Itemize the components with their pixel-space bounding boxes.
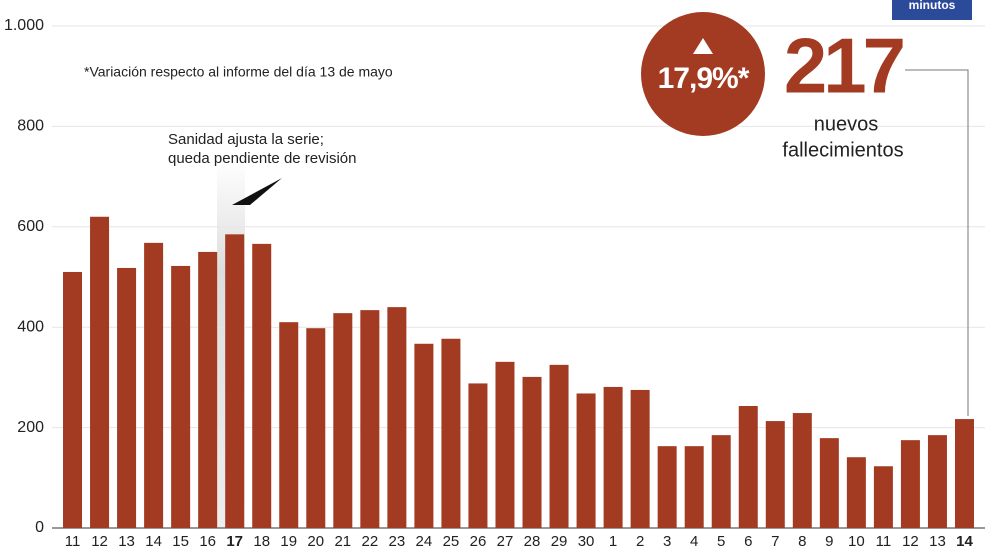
- change-value: 17,9%*: [658, 62, 750, 95]
- x-tick-label: 13: [118, 533, 135, 550]
- bar: [792, 413, 812, 528]
- bar: [90, 216, 110, 528]
- x-tick-label: 26: [470, 533, 487, 550]
- x-tick-label: 7: [771, 533, 779, 550]
- y-tick-label: 400: [17, 318, 44, 335]
- bar: [819, 438, 839, 528]
- x-tick-label: 25: [443, 533, 460, 550]
- x-tick-label: 16: [199, 533, 216, 550]
- x-tick-label: 2: [636, 533, 644, 550]
- bar: [495, 361, 515, 528]
- x-tick-label: 12: [902, 533, 919, 550]
- x-tick-label: 28: [524, 533, 541, 550]
- bar: [63, 271, 83, 528]
- x-tick-label: 3: [663, 533, 671, 550]
- bar: [711, 435, 731, 528]
- bar: [738, 406, 758, 528]
- x-tick-label: 6: [744, 533, 752, 550]
- bar: [603, 386, 623, 528]
- x-tick-label: 10: [848, 533, 865, 550]
- x-tick-label: 22: [361, 533, 378, 550]
- bar: [522, 376, 542, 528]
- y-tick-label: 200: [17, 419, 44, 436]
- x-tick-label: 5: [717, 533, 725, 550]
- headline-label: fallecimientos: [782, 139, 903, 161]
- bar: [252, 243, 272, 529]
- logo: minutos: [909, 0, 956, 12]
- bar: [198, 251, 218, 528]
- x-tick-label: 20: [307, 533, 324, 550]
- connector: [905, 69, 969, 416]
- x-tick-label: 9: [825, 533, 833, 550]
- bar: [549, 364, 569, 528]
- logo-box: [892, 0, 972, 20]
- bar: [279, 322, 299, 528]
- bar: [117, 267, 137, 528]
- bar: [873, 466, 893, 528]
- bar: [225, 234, 245, 528]
- x-tick-label: 19: [280, 533, 297, 550]
- y-tick-label: 800: [17, 118, 44, 135]
- x-tick-label: 15: [172, 533, 189, 550]
- bar: [765, 421, 785, 528]
- change-badge: [641, 12, 765, 136]
- x-tick-label: 14: [145, 533, 162, 550]
- bar: [360, 310, 380, 528]
- up-triangle: [693, 38, 713, 54]
- bar: [846, 457, 866, 528]
- y-tick-label: 1.000: [4, 17, 44, 34]
- bar: [954, 419, 974, 528]
- x-tick-label: 12: [91, 533, 108, 550]
- x-tick-label: 8: [798, 533, 806, 550]
- bar: [900, 440, 920, 528]
- x-tick-label: 27: [497, 533, 514, 550]
- y-tick-label: 0: [35, 519, 44, 536]
- bar: [684, 446, 704, 528]
- annotation: queda pendiente de revisión: [168, 150, 356, 167]
- x-tick-label: 30: [578, 533, 595, 550]
- x-tick-label: 17: [226, 533, 243, 550]
- x-tick-label: 29: [551, 533, 568, 550]
- bar: [171, 265, 191, 528]
- x-tick-label: 21: [334, 533, 351, 550]
- x-tick-label: 1: [609, 533, 617, 550]
- y-tick-label: 600: [17, 218, 44, 235]
- headline-value: 217: [784, 22, 903, 110]
- annotation-arrow: [232, 178, 282, 205]
- bar: [333, 313, 353, 528]
- bar: [927, 435, 947, 528]
- x-tick-label: 11: [876, 533, 892, 550]
- x-tick-label: 11: [65, 533, 81, 550]
- bar: [468, 383, 488, 528]
- bar: [387, 307, 407, 528]
- bar: [630, 389, 650, 528]
- headline-label: nuevos: [814, 113, 879, 135]
- bar: [144, 242, 164, 528]
- note: *Variación respecto al informe del día 1…: [84, 64, 393, 80]
- x-tick-label: 18: [253, 533, 270, 550]
- x-tick-label: 4: [690, 533, 698, 550]
- annotation: Sanidad ajusta la serie;: [168, 131, 324, 148]
- bar: [441, 338, 461, 528]
- bar: [414, 343, 434, 528]
- x-tick-label: 23: [389, 533, 406, 550]
- bar: [576, 393, 596, 528]
- bar: [306, 328, 326, 528]
- x-tick-label: 13: [929, 533, 946, 550]
- x-tick-label: 14: [956, 533, 973, 550]
- x-tick-label: 24: [416, 533, 433, 550]
- bar: [657, 446, 677, 528]
